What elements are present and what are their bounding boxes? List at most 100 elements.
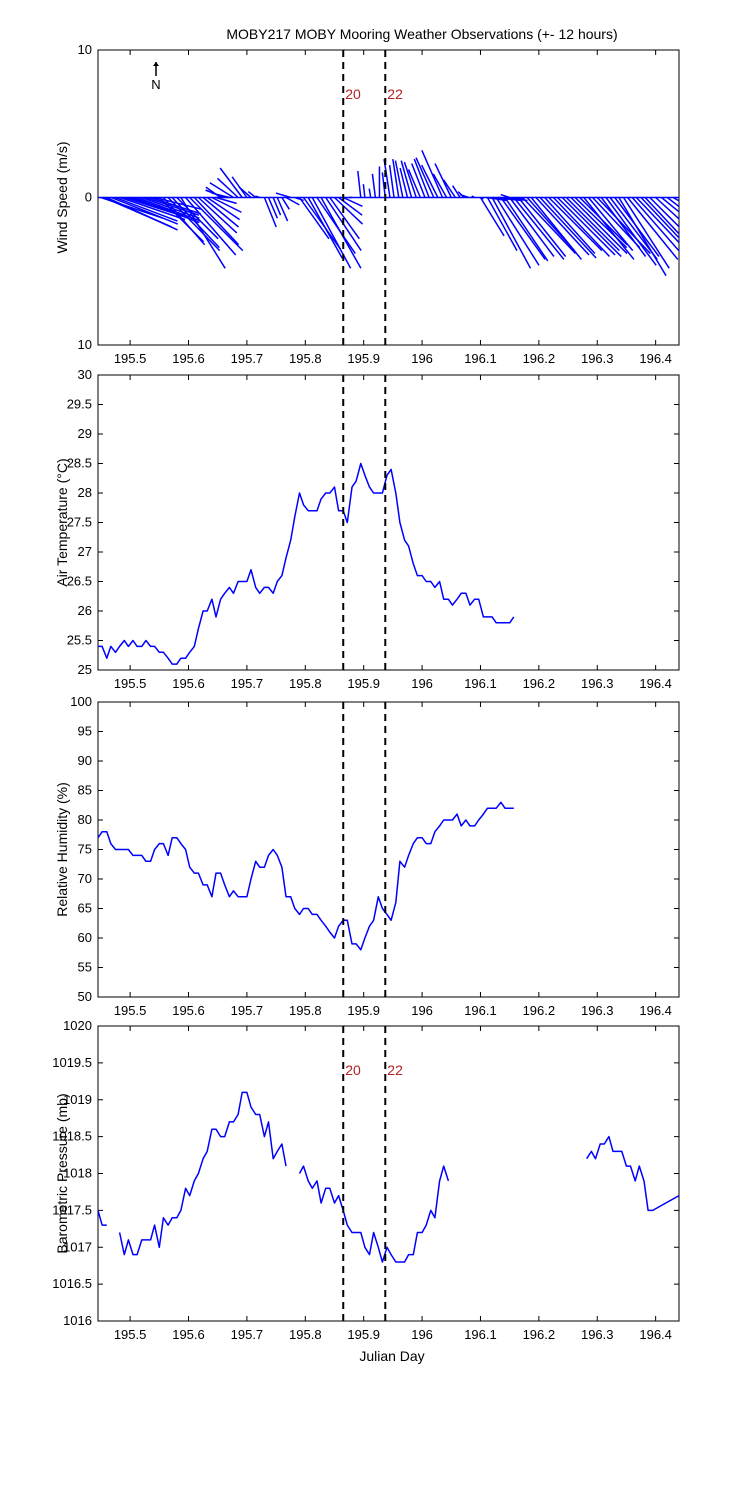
wind-stick	[209, 182, 234, 199]
wind-stick	[381, 172, 387, 198]
wind-stick	[452, 185, 461, 198]
x-tick-label: 196.4	[639, 1327, 672, 1342]
y-axis-label: Relative Humidity (%)	[54, 782, 70, 917]
wind-stick	[600, 197, 647, 257]
y-tick-label: 60	[78, 930, 92, 945]
wind-stick	[655, 196, 679, 220]
wind-stick	[400, 160, 413, 198]
y-tick-label: 85	[78, 783, 92, 798]
x-tick-label: 196	[411, 1003, 433, 1018]
wind-stick	[649, 196, 679, 228]
wind-stick	[185, 197, 237, 256]
north-label: N	[151, 77, 160, 92]
wind-stick	[399, 167, 409, 198]
wind-stick	[635, 196, 679, 244]
wind-stick	[368, 188, 372, 198]
x-tick-label: 195.5	[114, 1327, 147, 1342]
y-tick-label: 1018	[63, 1166, 92, 1181]
wind-stick	[307, 197, 343, 259]
wind-stick	[413, 158, 430, 198]
x-tick-label: 196.2	[523, 1327, 556, 1342]
x-axis-label: Julian Day	[359, 1348, 424, 1364]
y-tick-label: 1016.5	[52, 1276, 92, 1291]
x-tick-label: 196.1	[464, 676, 497, 691]
y-tick-label: 65	[78, 901, 92, 916]
wind-stick	[255, 195, 260, 199]
x-tick-label: 195.9	[347, 1327, 380, 1342]
y-tick-label: 26.5	[67, 574, 92, 589]
wind-stick	[197, 196, 238, 234]
wind-stick	[565, 196, 620, 252]
wind-stick	[500, 193, 510, 199]
wind-stick	[333, 196, 364, 225]
x-tick-label: 195.6	[172, 351, 205, 366]
x-tick-label: 195.6	[172, 1327, 205, 1342]
chart-title: MOBY217 MOBY Mooring Weather Observation…	[226, 26, 617, 42]
series-line	[98, 1210, 107, 1226]
wind-stick	[459, 193, 470, 199]
marker-label: 20	[345, 1062, 361, 1078]
wind-stick	[206, 196, 241, 221]
wind-stick	[644, 196, 679, 235]
wind-stick	[415, 157, 435, 198]
wind-stick	[298, 197, 330, 240]
wind-stick	[471, 195, 475, 199]
y-tick-label: 1019	[63, 1092, 92, 1107]
wind-stick	[263, 197, 277, 228]
wind-stick	[320, 197, 362, 269]
wind-stick	[189, 196, 244, 252]
x-tick-label: 196.1	[464, 1003, 497, 1018]
x-tick-label: 195.5	[114, 1003, 147, 1018]
wind-stick	[111, 196, 179, 225]
wind-stick	[193, 196, 240, 246]
series-line	[298, 1165, 450, 1263]
wind-stick	[548, 196, 603, 252]
y-tick-label: 25.5	[67, 633, 92, 648]
wind-stick	[167, 196, 221, 252]
y-tick-label: 28.5	[67, 456, 92, 471]
wind-stick	[640, 196, 679, 239]
wind-stick	[491, 197, 532, 269]
x-tick-label: 195.8	[289, 1327, 322, 1342]
y-tick-label: 29	[78, 426, 92, 441]
y-tick-label: 30	[78, 367, 92, 382]
x-tick-label: 195.8	[289, 351, 322, 366]
wind-stick	[666, 196, 679, 208]
series-line	[98, 462, 515, 665]
y-axis-label: Wind Speed (m/s)	[54, 141, 70, 253]
series-line	[98, 801, 514, 951]
x-tick-label: 195.7	[231, 676, 264, 691]
wind-stick	[119, 196, 186, 221]
x-tick-label: 195.8	[289, 676, 322, 691]
barometric-pressure-panel: 195.5 195.6 195.7 195.8 195.9 196 196.1 196.2 19…	[52, 1018, 680, 1342]
x-tick-label: 195.7	[231, 351, 264, 366]
x-tick-label: 195.5	[114, 676, 147, 691]
y-tick-label: 80	[78, 812, 92, 827]
y-tick-label: 27	[78, 544, 92, 559]
wind-stick	[238, 186, 252, 199]
wind-stick	[371, 173, 377, 198]
x-tick-label: 196.4	[639, 1003, 672, 1018]
air-temperature-panel: 195.5 195.6 195.7 195.8 195.9 196 196.1 196.2 19…	[54, 367, 680, 691]
wind-stick	[596, 196, 651, 255]
wind-stick	[530, 197, 583, 260]
y-tick-label: 70	[78, 871, 92, 886]
wind-stick	[211, 192, 230, 199]
marker-label: 22	[387, 1062, 403, 1078]
wind-stick	[215, 196, 237, 205]
wind-stick	[411, 163, 426, 198]
wind-stick	[513, 197, 565, 260]
y-tick-label: 1016	[63, 1313, 92, 1328]
x-tick-label: 196.3	[581, 1003, 614, 1018]
wind-stick	[247, 191, 257, 199]
wind-stick	[535, 196, 590, 256]
plot-area	[98, 462, 515, 665]
x-tick-label: 195.6	[172, 1003, 205, 1018]
y-tick-label: 55	[78, 960, 92, 975]
wind-stick	[180, 197, 226, 269]
wind-stick	[517, 197, 567, 257]
wind-stick	[509, 197, 555, 257]
marker-label: 22	[387, 86, 403, 102]
wind-stick	[504, 197, 549, 262]
